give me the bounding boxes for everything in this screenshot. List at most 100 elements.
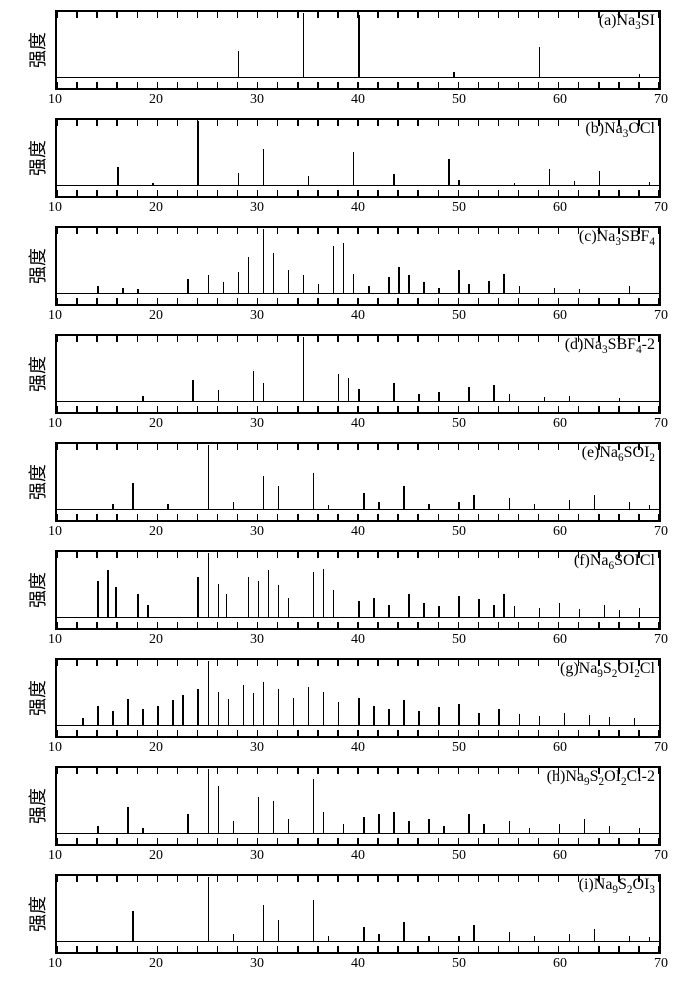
tick-bottom [538, 406, 540, 412]
tick-top [76, 12, 78, 18]
tick-top [177, 120, 179, 126]
tick-top [438, 660, 440, 666]
peak [503, 274, 505, 295]
tick-top [377, 552, 379, 558]
tick-bottom [317, 406, 319, 412]
tick-bottom [157, 838, 159, 844]
xlabels-row: 10203040506070 [55, 956, 661, 978]
tick-top [658, 876, 659, 882]
peak [253, 693, 255, 726]
tick-bottom [638, 406, 640, 412]
tick-top [578, 444, 580, 450]
tick-bottom [377, 298, 379, 304]
peak [288, 598, 290, 619]
tick-top [417, 876, 419, 882]
peak [208, 661, 210, 726]
tick-bottom [76, 730, 78, 736]
tick-top [137, 12, 139, 18]
peak [263, 476, 265, 510]
tick-bottom [598, 406, 600, 412]
baseline [57, 293, 659, 294]
tick-top [337, 228, 339, 234]
tick-top [237, 768, 239, 774]
tick-top [297, 660, 299, 666]
tick-bottom [438, 82, 440, 88]
tick-top [578, 120, 580, 126]
tick-top [518, 228, 520, 234]
tick-top [317, 660, 319, 666]
tick-top [397, 660, 399, 666]
tick-bottom [116, 82, 118, 88]
tick-bottom [458, 946, 460, 952]
tick-bottom [177, 190, 179, 196]
tick-top [417, 12, 419, 18]
peak [313, 900, 315, 943]
xlabel: 30 [250, 956, 264, 998]
tick-top [237, 336, 239, 342]
peak [338, 702, 340, 726]
tick-top [538, 768, 540, 774]
peak [343, 824, 345, 834]
tick-bottom [618, 730, 620, 736]
tick-top [417, 768, 419, 774]
xrd-panel-c: 强度(c)Na3SBF4 [55, 226, 661, 306]
tick-bottom [157, 406, 159, 412]
tick-top [237, 228, 239, 234]
peak [493, 385, 495, 402]
peak [142, 709, 144, 726]
compound-label-e: (e)Na6SOI2 [582, 444, 655, 464]
tick-bottom [598, 82, 600, 88]
tick-bottom [618, 514, 620, 520]
tick-bottom [377, 190, 379, 196]
tick-top [317, 336, 319, 342]
tick-bottom [377, 622, 379, 628]
tick-bottom [277, 406, 279, 412]
tick-bottom [137, 298, 139, 304]
tick-top [277, 660, 279, 666]
tick-bottom [438, 946, 440, 952]
peak [378, 814, 380, 835]
peak [468, 387, 470, 402]
peak [273, 253, 275, 294]
tick-top [96, 876, 98, 882]
tick-top [498, 12, 500, 18]
tick-bottom [438, 298, 440, 304]
tick-bottom [257, 622, 259, 628]
peak [493, 605, 495, 619]
tick-top [217, 660, 219, 666]
tick-bottom [478, 406, 480, 412]
tick-top [357, 12, 359, 18]
tick-bottom [297, 190, 299, 196]
peak [559, 603, 561, 618]
tick-top [96, 120, 98, 126]
compound-label-b: (b)Na3OCl [585, 120, 655, 140]
tick-bottom [297, 298, 299, 304]
peak [468, 814, 470, 835]
tick-bottom [377, 838, 379, 844]
tick-bottom [478, 190, 480, 196]
peak [604, 605, 606, 619]
tick-bottom [76, 946, 78, 952]
ylabel: 强度 [24, 140, 50, 176]
tick-bottom [598, 190, 600, 196]
tick-bottom [438, 514, 440, 520]
tick-bottom [197, 514, 199, 520]
tick-bottom [458, 82, 460, 88]
tick-top [57, 444, 58, 450]
tick-bottom [558, 622, 560, 628]
tick-bottom [458, 622, 460, 628]
ylabel: 强度 [24, 896, 50, 932]
tick-bottom [317, 730, 319, 736]
tick-top [76, 768, 78, 774]
peak [534, 936, 536, 943]
peak [323, 569, 325, 619]
tick-bottom [96, 298, 98, 304]
tick-bottom [658, 946, 659, 952]
tick-top [297, 336, 299, 342]
peak [157, 706, 159, 727]
tick-bottom [337, 82, 339, 88]
peak [639, 608, 641, 618]
peak [263, 149, 265, 187]
tick-bottom [177, 82, 179, 88]
tick-bottom [438, 406, 440, 412]
